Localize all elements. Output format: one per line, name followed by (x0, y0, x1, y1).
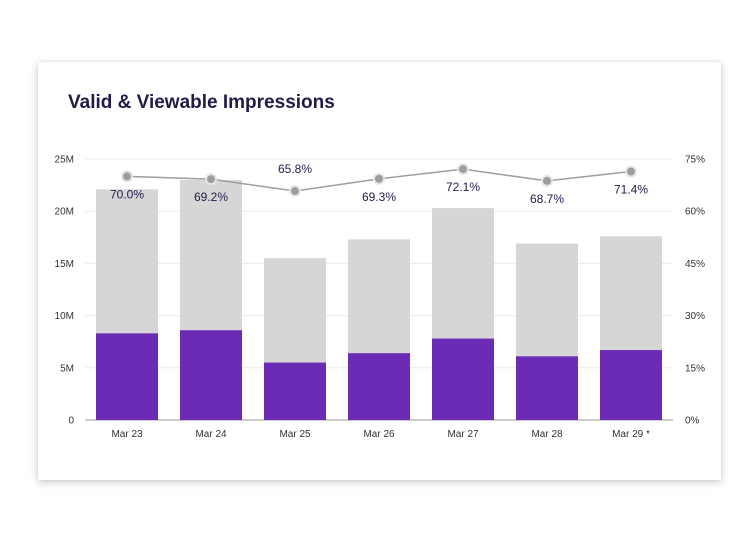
viewability-rate-label: 69.2% (194, 190, 228, 204)
x-axis-tick: Mar 24 (195, 429, 227, 440)
left-axis-tick: 20M (55, 207, 74, 218)
x-axis-tick: Mar 27 (447, 429, 479, 440)
viewability-rate-point (289, 185, 301, 198)
right-axis-tick: 0% (685, 416, 700, 427)
viewability-rate-label: 70.0% (110, 187, 144, 201)
viewability-rate-point (625, 165, 637, 178)
viewability-rate-point (541, 174, 553, 187)
right-axis-tick: 45% (685, 259, 705, 270)
viewability-rate-label: 65.8% (278, 162, 312, 176)
left-axis-tick: 25M (55, 155, 74, 166)
viewable-impressions-bar (600, 350, 662, 420)
viewable-impressions-bar (96, 333, 158, 420)
viewable-impressions-bar (264, 362, 326, 420)
viewable-impressions-bar (348, 353, 410, 420)
right-axis-tick: 60% (685, 207, 705, 218)
right-axis-tick: 30% (685, 311, 705, 322)
left-axis-tick: 0 (68, 416, 74, 427)
viewability-rate-point (121, 170, 133, 183)
x-axis-tick: Mar 26 (363, 429, 395, 440)
x-axis-tick: Mar 28 (531, 429, 563, 440)
right-axis-tick: 75% (685, 155, 705, 166)
viewability-rate-label: 72.1% (446, 180, 480, 194)
viewable-impressions-bar (180, 330, 242, 420)
chart-title: Valid & Viewable Impressions (68, 92, 335, 113)
right-axis-tick: 15% (685, 363, 705, 374)
impressions-chart: 0 0% 5M 15% 10M 30% 15M 45% 20M 60% 25M 75% Mar 23 Ma… (55, 155, 706, 441)
viewability-rate-label: 71.4% (614, 183, 648, 197)
viewability-rate-point (205, 173, 217, 186)
x-axis-tick: Mar 25 (279, 429, 311, 440)
viewability-rate-point (373, 172, 385, 185)
left-axis-tick: 10M (55, 311, 74, 322)
left-axis-tick: 5M (60, 363, 74, 374)
chart-card: Valid & Viewable Impressions 0 0% 5M 15% 10M… (38, 62, 721, 480)
viewable-impressions-bar (432, 338, 494, 420)
viewability-rate-point (457, 163, 469, 176)
left-axis-tick: 15M (55, 259, 74, 270)
viewable-impressions-bar (516, 356, 578, 420)
viewability-rate-label: 68.7% (530, 192, 564, 206)
x-axis-tick: Mar 29 * (612, 429, 650, 440)
viewability-rate-label: 69.3% (362, 190, 396, 204)
x-axis-tick: Mar 23 (111, 429, 143, 440)
